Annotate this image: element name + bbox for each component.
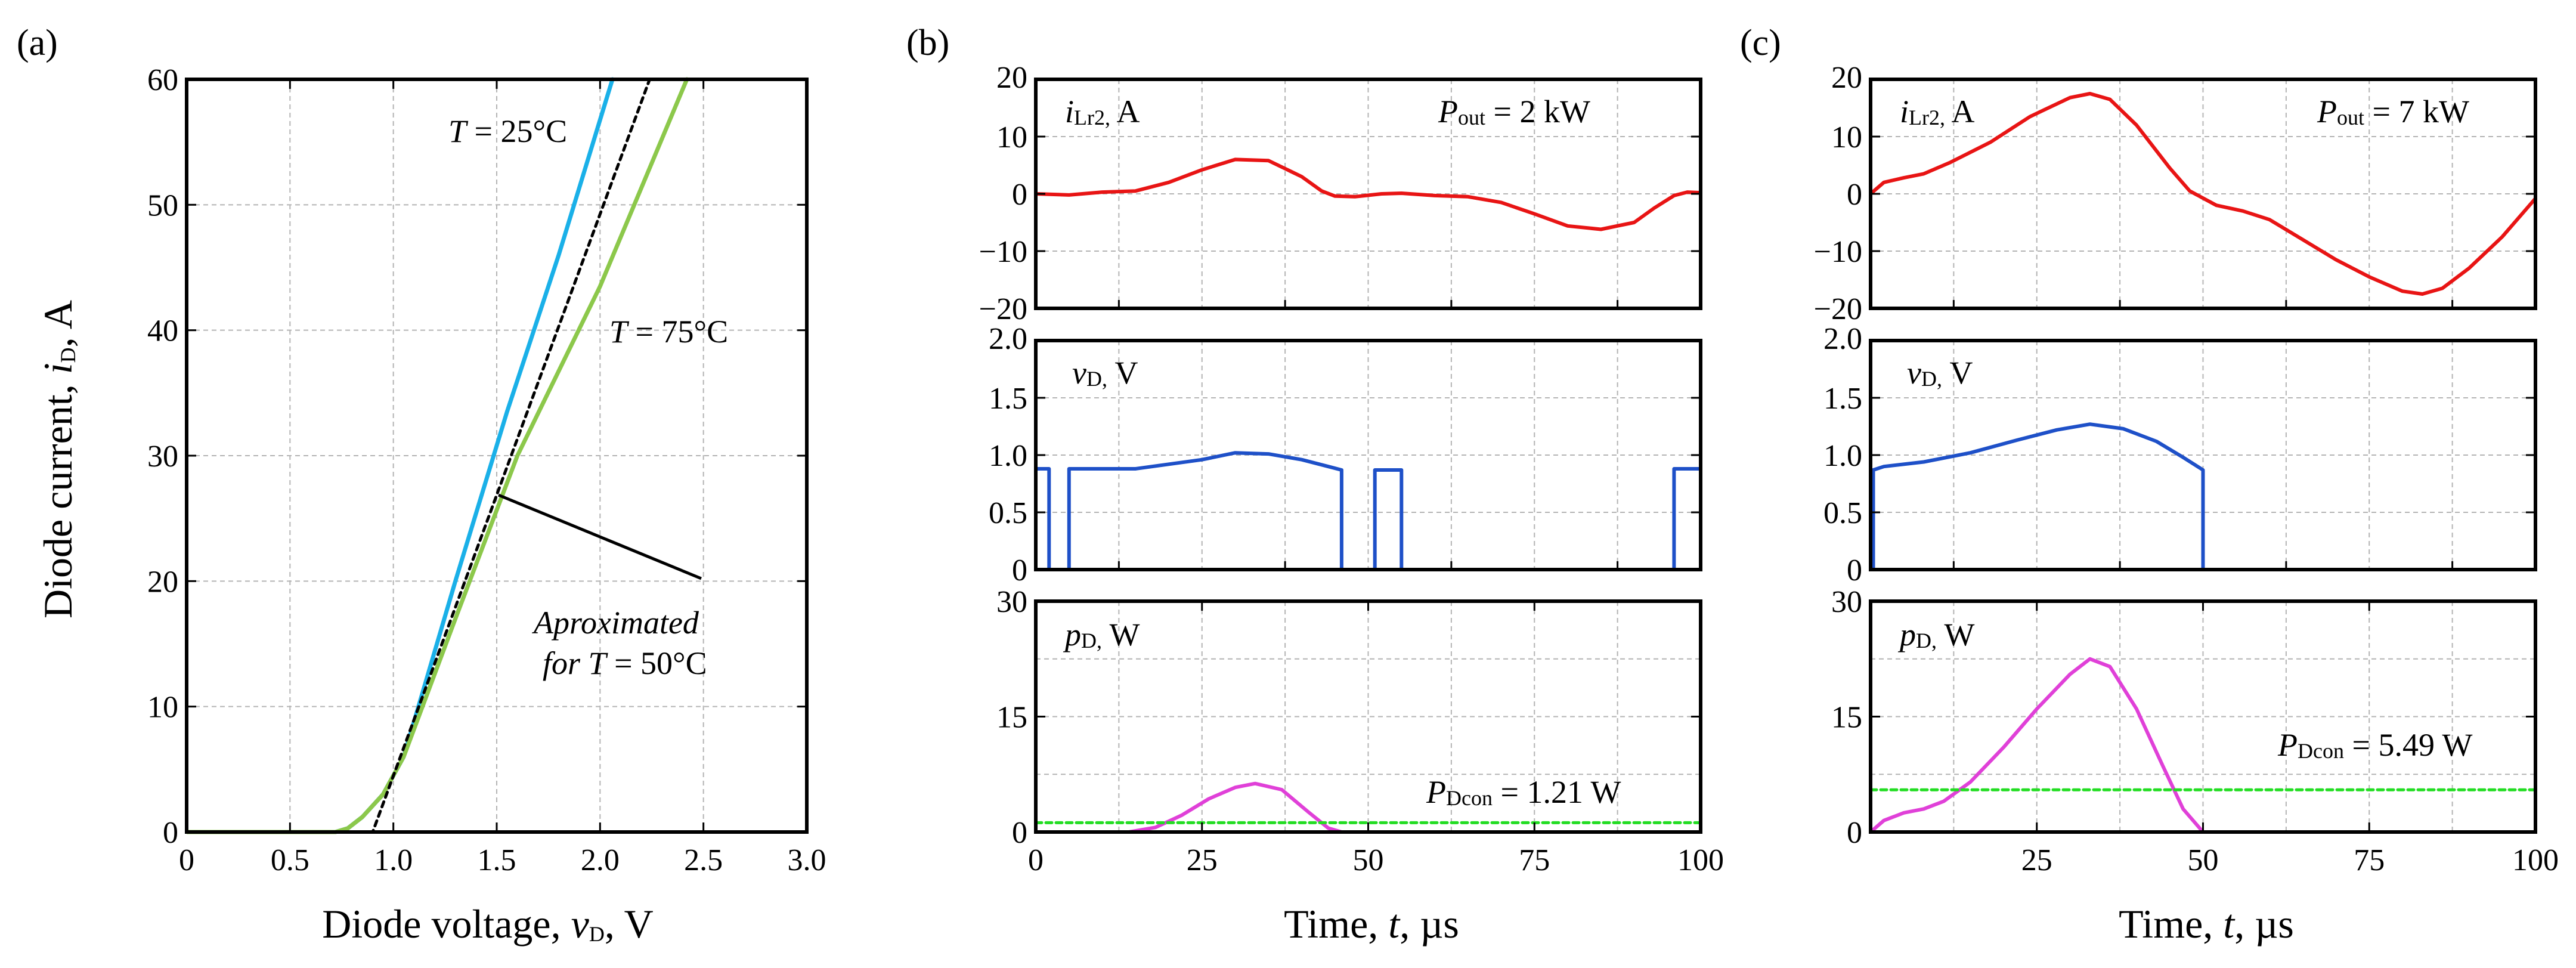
c-voltage-chart: 0 0.5 1.0 1.5 2.0 <box>1823 322 2537 587</box>
y-tick-label: 15 <box>996 701 1027 735</box>
series-c_voltage-0 <box>1871 422 2535 571</box>
y-tick-label: −10 <box>979 235 1027 269</box>
y-tick-label: 0 <box>1847 178 1862 212</box>
c-pdcon-label: PDcon = 5.49 W <box>2277 727 2472 763</box>
c-voltage-label: vD, V <box>1907 355 1973 391</box>
x-tick-label: 0 <box>179 843 194 877</box>
y-tick-label: 50 <box>147 188 178 222</box>
annotation-t75: T = 75°C <box>609 314 728 350</box>
x-tick-label: 75 <box>1519 843 1550 877</box>
b-current-chart: −20 −10 0 10 20 <box>979 61 1702 326</box>
y-tick-label: 0 <box>1847 816 1862 850</box>
x-tick-label: 3.0 <box>788 843 826 877</box>
y-tick-label: 0 <box>1012 816 1027 850</box>
y-tick-label: −20 <box>979 292 1027 326</box>
y-tick-label: 1.5 <box>1823 382 1862 416</box>
b-power-chart: 0 15 30 0 25 50 75 100 <box>996 585 1724 877</box>
y-tick-label: 20 <box>996 61 1027 95</box>
y-tick-label: 2.0 <box>1823 322 1862 356</box>
y-tick-label: 2.0 <box>989 322 1027 356</box>
x-tick-label: 0 <box>1028 843 1044 877</box>
b-pout-label: Pout = 2 kW <box>1438 94 1590 129</box>
x-tick-label: 50 <box>2188 843 2219 877</box>
b-pdcon-label: PDcon = 1.21 W <box>1426 774 1621 810</box>
y-tick-label: 1.0 <box>989 439 1027 473</box>
y-tick-label: 15 <box>1831 701 1862 735</box>
x-tick-label: 1.0 <box>374 843 413 877</box>
x-tick-label: 50 <box>1353 843 1384 877</box>
x-tick-label: 0.5 <box>271 843 309 877</box>
x-tick-label: 25 <box>2021 843 2052 877</box>
y-tick-label: 0.5 <box>989 496 1027 530</box>
series-c_power-0 <box>1871 657 2535 834</box>
y-tick-label: 30 <box>147 440 178 474</box>
x-axis-title-b: Time, t, µs <box>1284 901 1459 947</box>
series-b_voltage-0 <box>1036 451 1701 571</box>
y-tick-label: 0 <box>1847 553 1862 587</box>
c-pout-label: Pout = 7 kW <box>2317 94 2469 129</box>
panel-label-b: (b) <box>906 23 949 63</box>
annotation-approx-pointer <box>498 493 702 580</box>
panel-label-c: (c) <box>1740 23 1781 63</box>
y-tick-label: 10 <box>996 120 1027 154</box>
x-axis-title-c: Time, t, µs <box>2119 901 2294 947</box>
b-voltage-label: vD, V <box>1072 355 1138 391</box>
b-voltage-chart: 0 0.5 1.0 1.5 2.0 <box>989 322 1702 587</box>
annotation-approx-line2: for T = 50°C <box>543 645 707 681</box>
annotation-t25: T = 25°C <box>448 113 567 149</box>
y-tick-label: 0.5 <box>1823 496 1862 530</box>
c-power-chart: 0 15 30 25 50 75 100 <box>1831 585 2559 877</box>
series-a-1 <box>187 77 689 834</box>
x-tick-label: 2.5 <box>684 843 723 877</box>
y-tick-label: 10 <box>147 691 178 725</box>
y-tick-label: 1.5 <box>989 382 1027 416</box>
y-tick-label: 1.0 <box>1823 439 1862 473</box>
series-c_current-0 <box>1871 92 2535 296</box>
y-axis-title-a: Diode current, iD, A <box>35 300 80 618</box>
x-axis-title-a: Diode voltage, vD, V <box>322 901 653 947</box>
y-tick-label: 0 <box>1012 178 1027 212</box>
y-tick-label: 40 <box>147 314 178 348</box>
x-tick-label: 100 <box>2512 843 2559 877</box>
b-power-label: pD, W <box>1063 617 1140 652</box>
y-tick-label: 60 <box>147 63 178 97</box>
series-b_power-0 <box>1036 781 1701 834</box>
y-tick-label: 10 <box>1831 120 1862 154</box>
iv-characteristic-chart: 0 10 20 30 40 50 60 0 0.5 1.0 1.5 2.0 2.5 3.0 <box>147 63 826 877</box>
c-current-chart: −20 −10 0 10 20 <box>1814 61 2537 326</box>
series-b_current-0 <box>1036 157 1701 231</box>
y-tick-label: 0 <box>163 816 178 850</box>
y-tick-label: −20 <box>1814 292 1862 326</box>
c-power-label: pD, W <box>1897 617 1975 652</box>
y-tick-label: 30 <box>996 585 1027 619</box>
x-tick-label: 75 <box>2354 843 2385 877</box>
y-tick-label: 0 <box>1012 553 1027 587</box>
y-tick-label: 20 <box>147 565 178 599</box>
b-current-label: iLr2, A <box>1065 94 1140 129</box>
x-tick-label: 1.5 <box>478 843 516 877</box>
y-tick-label: 30 <box>1831 585 1862 619</box>
x-tick-label: 25 <box>1187 843 1218 877</box>
y-tick-label: 20 <box>1831 61 1862 95</box>
y-tick-label: −10 <box>1814 235 1862 269</box>
panel-label-a: (a) <box>17 23 58 63</box>
x-tick-label: 2.0 <box>581 843 620 877</box>
x-tick-label: 100 <box>1677 843 1724 877</box>
c-current-label: iLr2, A <box>1900 94 1975 129</box>
annotation-approx-line1: Aproximated <box>532 605 699 641</box>
